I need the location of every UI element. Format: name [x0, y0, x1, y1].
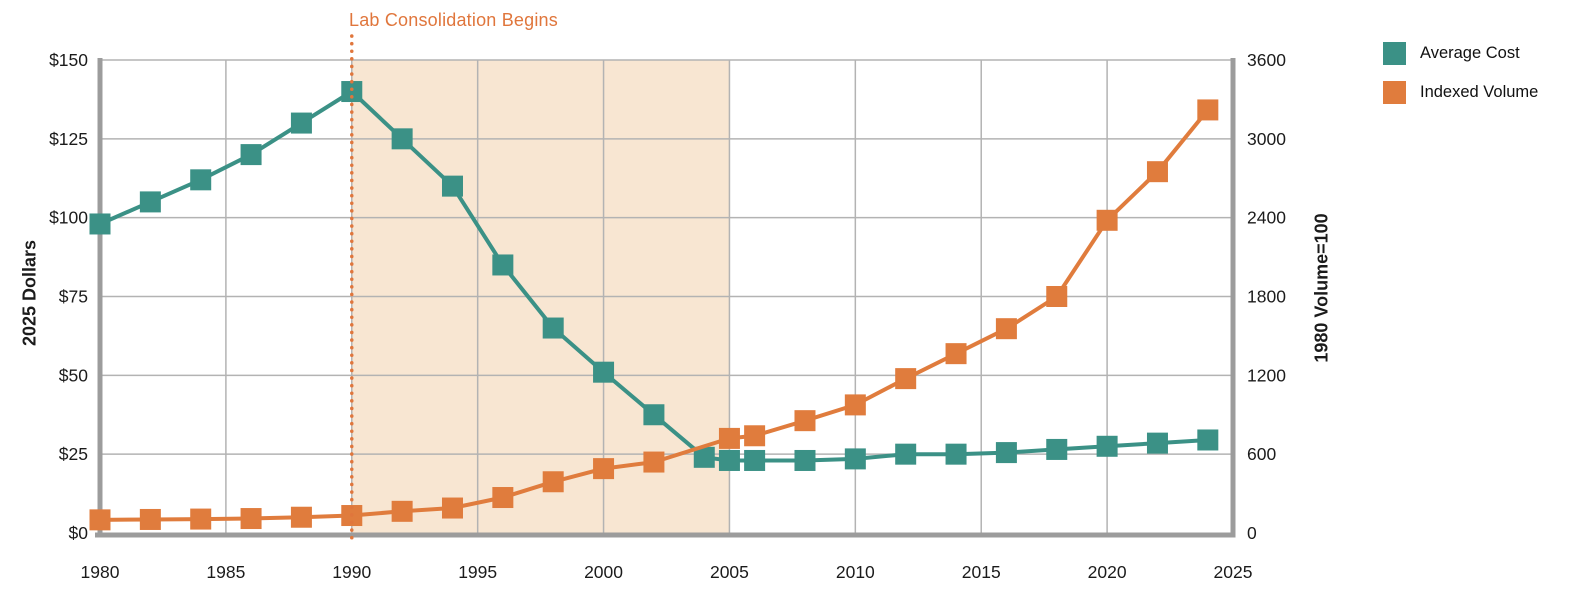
data-point-indexed-volume-2022 — [1146, 161, 1168, 183]
y-right-tick-label: 3600 — [1247, 50, 1286, 70]
data-point-indexed-volume-1988 — [290, 506, 312, 528]
data-point-indexed-volume-2016 — [995, 318, 1017, 340]
data-point-average-cost-1992 — [391, 128, 413, 150]
data-point-indexed-volume-2014 — [945, 343, 967, 365]
y-left-tick-label: $50 — [59, 365, 88, 385]
data-point-average-cost-1984 — [190, 169, 212, 191]
data-point-average-cost-1998 — [542, 317, 564, 339]
data-point-indexed-volume-2010 — [844, 394, 866, 416]
x-tick-label: 2025 — [1214, 562, 1253, 582]
y-left-tick-label: $75 — [59, 287, 88, 307]
x-tick-label: 2010 — [836, 562, 875, 582]
x-tick-label: 1985 — [206, 562, 245, 582]
data-point-indexed-volume-1998 — [542, 471, 564, 493]
data-point-average-cost-2022 — [1146, 432, 1168, 454]
data-point-average-cost-2005 — [718, 449, 740, 471]
data-point-average-cost-2002 — [643, 404, 665, 426]
data-point-average-cost-2020 — [1096, 435, 1118, 457]
y-right-tick-label: 0 — [1247, 523, 1257, 543]
data-point-indexed-volume-2006 — [744, 425, 766, 447]
data-point-indexed-volume-1984 — [190, 508, 212, 530]
data-point-indexed-volume-2018 — [1046, 286, 1068, 307]
left-axis-title: 2025 Dollars — [19, 239, 40, 347]
data-point-average-cost-2012 — [895, 443, 917, 465]
x-tick-label: 2005 — [710, 562, 749, 582]
data-point-indexed-volume-1994 — [441, 497, 463, 519]
legend-swatch-average-cost — [1383, 42, 1406, 65]
data-point-average-cost-2006 — [744, 449, 766, 471]
y-left-tick-label: $100 — [49, 208, 88, 228]
data-point-indexed-volume-1992 — [391, 500, 413, 522]
legend-label-indexed-volume: Indexed Volume — [1420, 83, 1539, 101]
data-point-indexed-volume-1980 — [89, 509, 111, 531]
y-left-tick-label: $150 — [49, 50, 88, 70]
data-point-average-cost-1994 — [441, 175, 463, 197]
data-point-average-cost-2016 — [995, 442, 1017, 464]
data-point-indexed-volume-2012 — [895, 368, 917, 390]
y-right-tick-label: 1800 — [1247, 287, 1286, 307]
data-point-average-cost-1986 — [240, 144, 262, 166]
data-point-indexed-volume-2008 — [794, 410, 816, 432]
y-right-tick-label: 1200 — [1247, 365, 1286, 385]
data-point-average-cost-1990 — [341, 81, 363, 103]
data-point-indexed-volume-2002 — [643, 451, 665, 473]
x-tick-label: 2015 — [962, 562, 1001, 582]
data-point-average-cost-2010 — [844, 448, 866, 470]
y-left-tick-label: $25 — [59, 444, 88, 464]
x-tick-label: 2000 — [584, 562, 623, 582]
legend-item-average-cost: Average Cost — [1383, 42, 1538, 65]
data-point-indexed-volume-2020 — [1096, 209, 1118, 231]
data-point-average-cost-1996 — [492, 254, 514, 276]
data-point-indexed-volume-1982 — [139, 508, 161, 530]
legend-label-average-cost: Average Cost — [1420, 44, 1520, 62]
data-point-indexed-volume-2000 — [593, 458, 615, 480]
y-left-tick-label: $125 — [49, 129, 88, 149]
legend-item-indexed-volume: Indexed Volume — [1383, 81, 1538, 104]
x-tick-label: 1990 — [332, 562, 371, 582]
data-point-indexed-volume-1996 — [492, 487, 514, 509]
data-point-average-cost-2000 — [593, 361, 615, 383]
data-point-average-cost-2008 — [794, 449, 816, 471]
data-point-average-cost-2024 — [1197, 429, 1219, 451]
x-tick-label: 2020 — [1088, 562, 1127, 582]
data-point-average-cost-2004 — [693, 446, 715, 468]
data-point-average-cost-1988 — [290, 112, 312, 134]
y-right-tick-label: 2400 — [1247, 208, 1286, 228]
data-point-indexed-volume-2005 — [718, 427, 740, 449]
right-axis-title: 1980 Volume=100 — [1311, 213, 1332, 363]
annotation-label: Lab Consolidation Begins — [349, 10, 558, 30]
data-point-average-cost-1982 — [139, 191, 161, 213]
y-right-tick-label: 600 — [1247, 444, 1276, 464]
legend-swatch-indexed-volume — [1383, 81, 1406, 104]
y-right-tick-label: 3000 — [1247, 129, 1286, 149]
data-point-indexed-volume-2024 — [1197, 99, 1219, 121]
x-tick-label: 1980 — [81, 562, 120, 582]
data-point-average-cost-2018 — [1046, 438, 1068, 460]
y-left-tick-label: $0 — [69, 523, 89, 543]
data-point-average-cost-2014 — [945, 443, 967, 465]
data-point-indexed-volume-1986 — [240, 508, 262, 530]
legend: Average Cost Indexed Volume — [1383, 42, 1538, 104]
data-point-average-cost-1980 — [89, 213, 111, 235]
x-tick-label: 1995 — [458, 562, 497, 582]
